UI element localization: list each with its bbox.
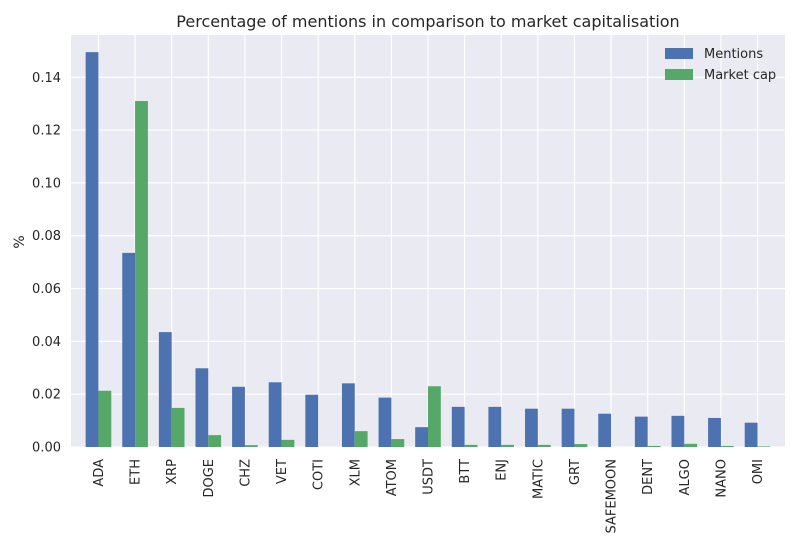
bar-market-cap-btt [464,444,478,447]
bar-mentions-dent [634,416,648,447]
x-tick-label: ALGO [678,459,693,495]
x-tick-label: VET [275,459,290,484]
y-tick-label: 0.10 [32,176,61,191]
x-tick-label: DOGE [202,459,217,498]
x-tick-label: ADA [92,459,107,487]
legend-label: Market cap [704,68,776,83]
bar-market-cap-vet [281,439,295,447]
x-tick-label: DENT [641,459,656,495]
x-tick-label: MATIC [531,459,546,499]
y-tick-label: 0.14 [32,71,61,86]
bar-market-cap-xlm [354,431,368,447]
x-tick-label: USDT [422,459,437,495]
bar-mentions-eth [122,252,136,447]
y-tick-label: 0.06 [32,282,61,297]
bar-market-cap-dent [647,445,661,447]
bar-market-cap-nano [720,445,734,447]
bar-mentions-doge [195,368,209,447]
x-tick-label: COTI [312,459,327,490]
bar-mentions-atom [378,397,392,447]
y-tick-label: 0.00 [32,441,61,456]
bar-market-cap-usdt [428,386,441,447]
bar-market-cap-matic [537,444,551,447]
x-tick-label: XRP [165,459,180,485]
bar-market-cap-omi [757,446,771,447]
chart-title: Percentage of mentions in comparison to … [176,12,679,31]
bar-mentions-xlm [341,383,355,447]
bar-market-cap-doge [208,435,222,447]
y-axis-label: % [12,235,28,248]
bar-mentions-matic [525,408,538,447]
bar-market-cap-xrp [171,407,185,447]
legend-swatch [665,69,693,80]
bar-mentions-safemoon [598,413,612,447]
x-tick-label: ENJ [495,459,510,481]
bar-market-cap-grt [574,444,588,447]
bar-market-cap-algo [684,443,698,447]
bars [85,52,771,448]
x-tick-label: ATOM [385,459,400,496]
bar-mentions-ada [85,52,99,448]
bar-mentions-algo [671,415,685,447]
x-tick-label: NANO [714,459,729,498]
bar-market-cap-enj [501,444,515,447]
y-tick-labels: 0.00 0.02 0.04 0.06 0.08 0.10 0.12 0.14 [32,71,61,456]
y-tick-label: 0.12 [32,124,61,139]
legend-label: Mentions [704,47,763,62]
legend-swatch [665,48,693,59]
bar-mentions-coti [305,394,319,447]
bar-mentions-vet [268,382,282,447]
bar-market-cap-ada [98,390,112,447]
y-tick-label: 0.08 [32,229,61,244]
bar-market-cap-eth [135,101,148,448]
bar-market-cap-atom [391,439,405,447]
x-tick-labels: ADA ETH XRP DOGE CHZ VET COTI XLM ATOM USDT BTT ENJ… [92,459,766,534]
x-tick-label: SAFEMOON [605,459,620,533]
x-tick-label: BTT [458,459,473,484]
bar-mentions-btt [451,406,465,447]
bar-mentions-enj [488,406,502,447]
bar-mentions-grt [561,408,575,447]
bar-mentions-xrp [158,332,172,447]
legend: Mentions Market cap [665,47,776,83]
x-tick-label: ETH [129,459,144,485]
x-tick-label: GRT [568,459,583,485]
bar-mentions-usdt [415,427,428,447]
y-tick-label: 0.02 [32,388,61,403]
x-tick-label: CHZ [238,459,253,487]
bar-market-cap-chz [244,445,258,447]
bar-mentions-omi [744,422,758,447]
x-tick-label: XLM [348,459,363,486]
x-tick-label: OMI [751,459,766,484]
y-tick-label: 0.04 [32,335,61,350]
bar-mentions-nano [708,417,721,447]
bar-mentions-chz [232,386,245,447]
